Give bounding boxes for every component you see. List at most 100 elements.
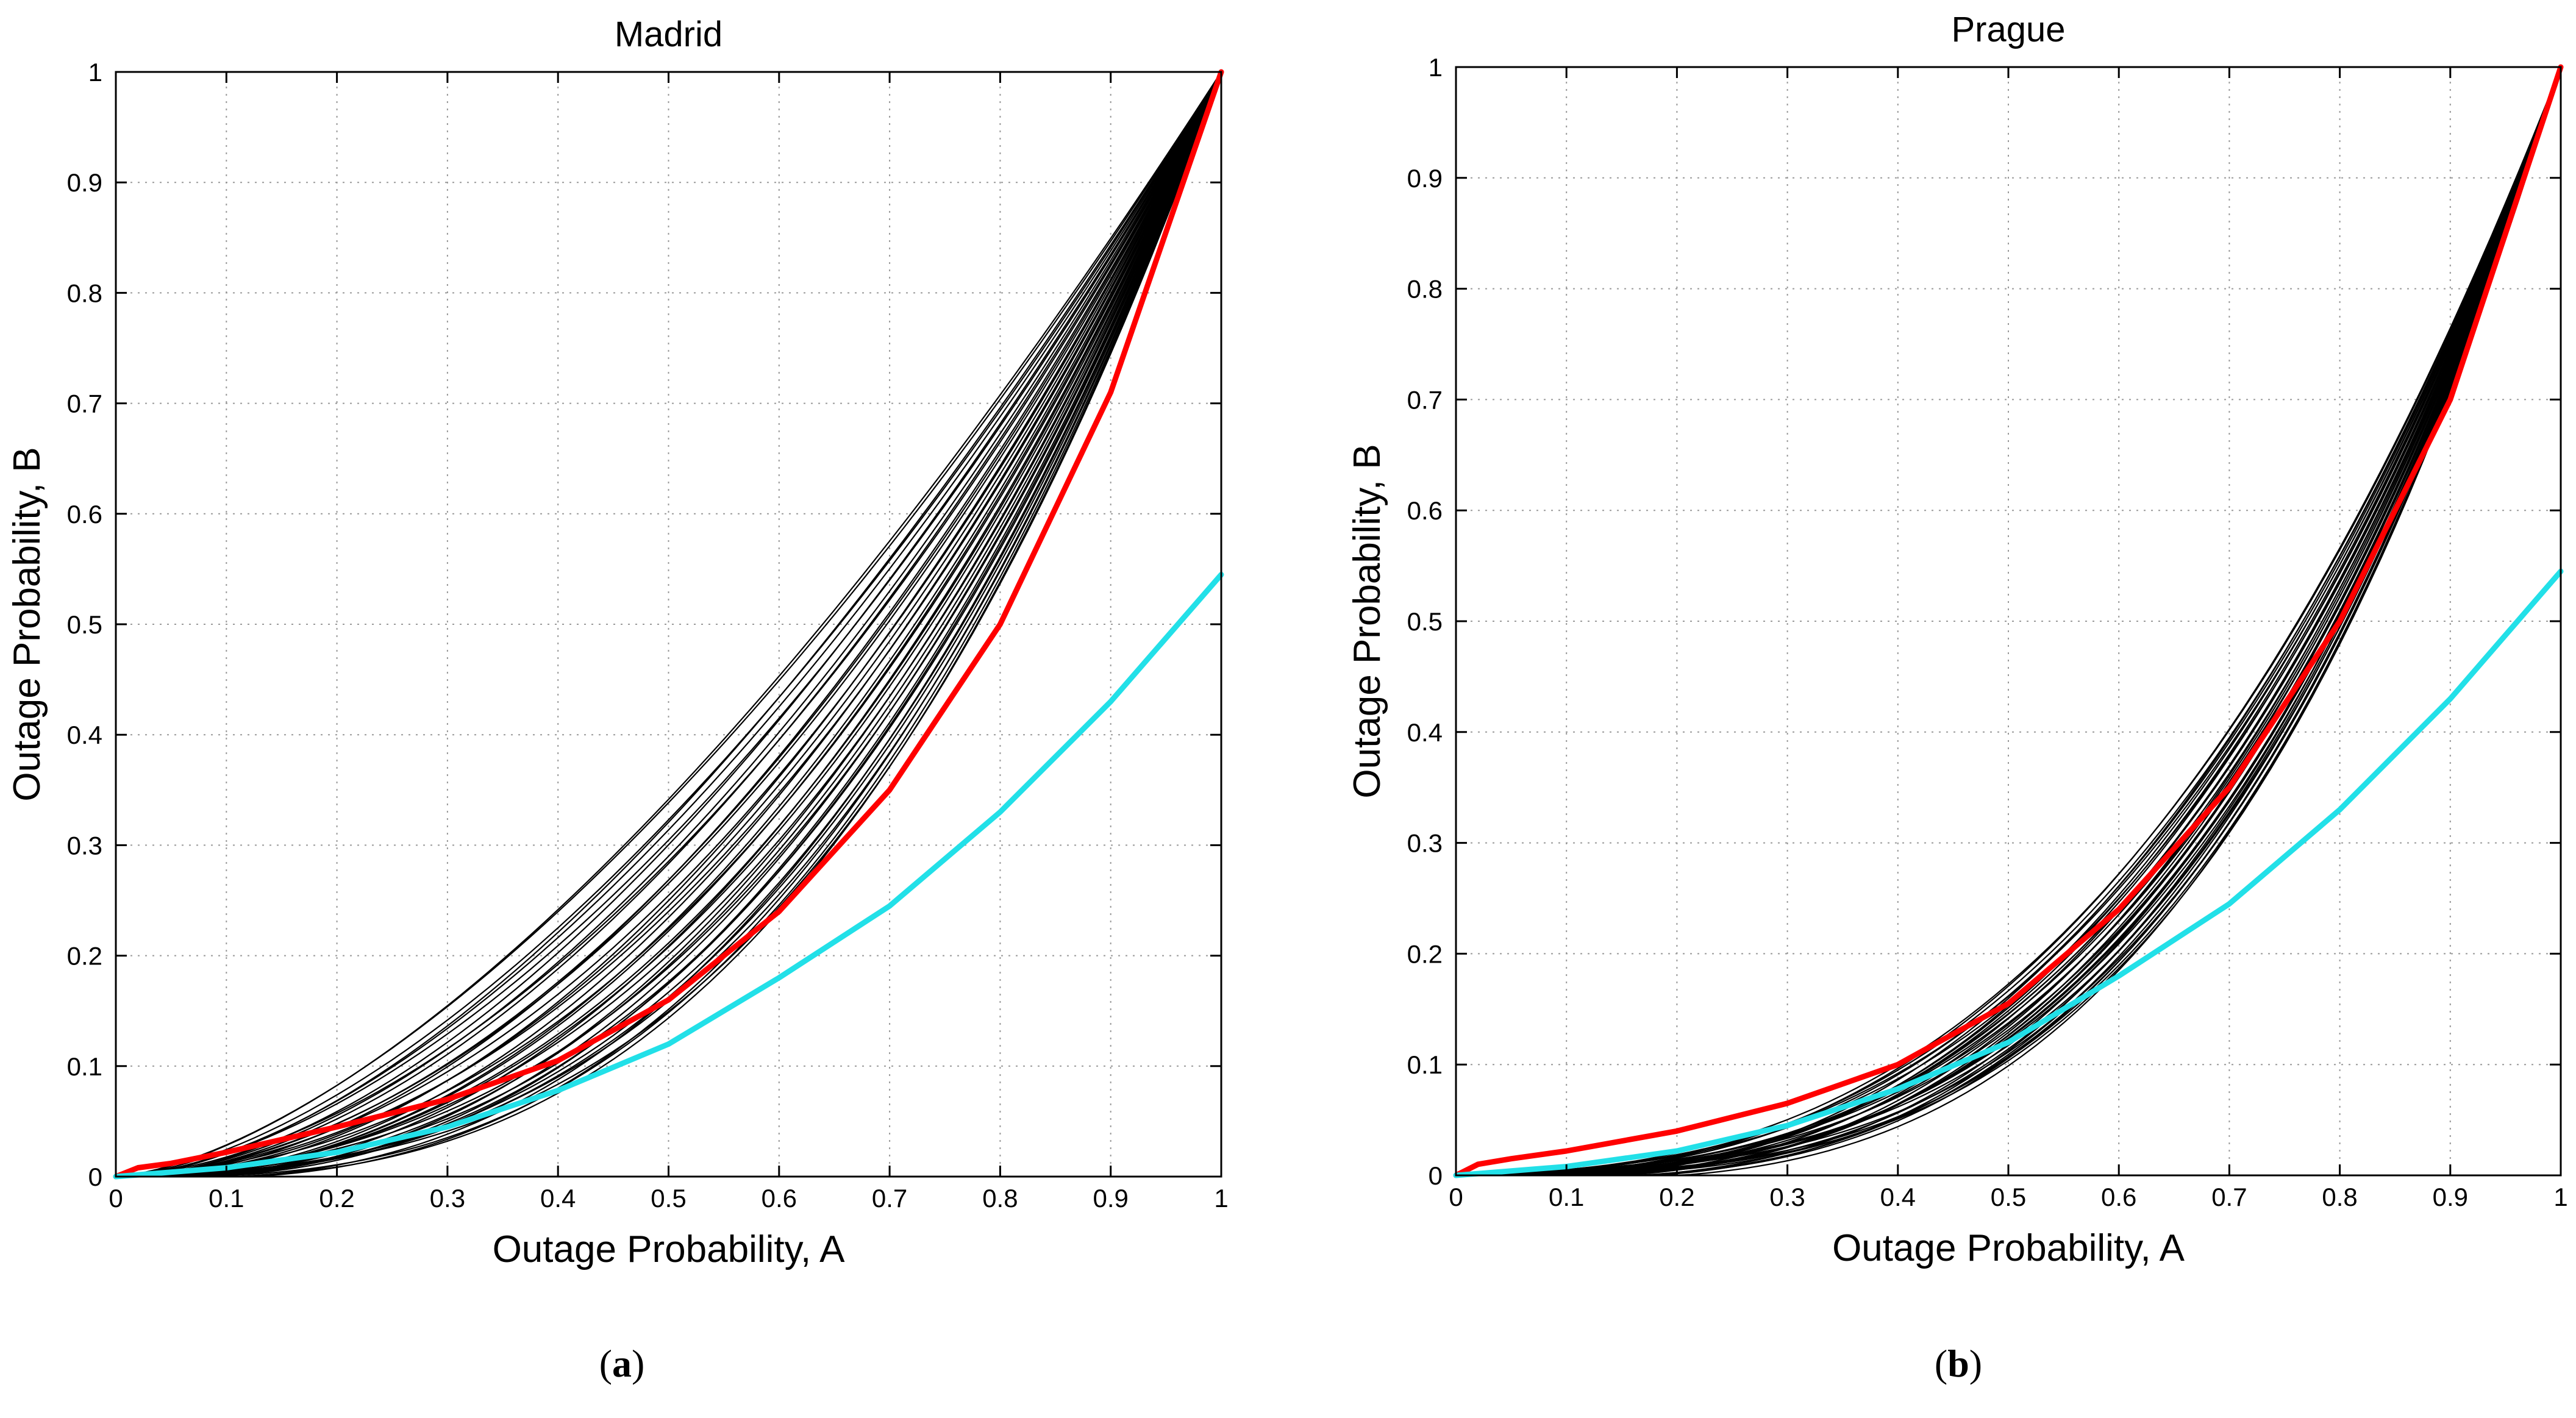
bundle-curve xyxy=(115,71,1222,1178)
cyan-curve xyxy=(113,572,1224,1180)
bundle-curve xyxy=(116,71,1222,1178)
bundle-curve xyxy=(1455,66,2562,1177)
bundle-curve xyxy=(115,71,1222,1178)
bundle-curve xyxy=(1455,66,2562,1177)
y-tick-label: 0.6 xyxy=(1407,496,1443,525)
bundle-curve xyxy=(116,71,1222,1178)
bundle-curve xyxy=(1455,66,2562,1177)
x-tick-label: 0.5 xyxy=(1991,1183,2026,1211)
bundle-curve xyxy=(115,71,1222,1178)
y-tick-label: 0.6 xyxy=(67,500,102,529)
x-tick-label: 1 xyxy=(2553,1183,2567,1211)
y-tick-label: 0.8 xyxy=(1407,275,1443,304)
y-tick-label: 0.1 xyxy=(1407,1050,1443,1079)
caption-a: (a) xyxy=(599,1342,645,1385)
x-tick-label: 0.1 xyxy=(1549,1183,1584,1211)
y-tick-label: 0.5 xyxy=(67,610,102,639)
bundle-curve xyxy=(115,71,1222,1178)
y-tick-label: 0.7 xyxy=(1407,385,1443,414)
bundle-curve xyxy=(1456,66,2562,1177)
y-tick-label: 0 xyxy=(1429,1161,1443,1190)
x-tick-label: 0.8 xyxy=(2322,1183,2357,1211)
y-tick-label: 0.9 xyxy=(67,168,102,197)
x-tick-label: 0.9 xyxy=(2433,1183,2468,1211)
bundle-curve xyxy=(116,71,1222,1178)
bundle-curve xyxy=(1456,66,2562,1177)
x-tick-label: 0.4 xyxy=(540,1184,576,1213)
bundle-curve xyxy=(1455,66,2562,1177)
y-tick-label: 0.2 xyxy=(1407,939,1443,968)
x-tick-label: 0.7 xyxy=(872,1184,907,1213)
bundle-curve xyxy=(1455,66,2562,1177)
chart-title: Prague xyxy=(1951,10,2065,49)
x-tick-label: 0.6 xyxy=(762,1184,797,1213)
bundle-curve xyxy=(1455,66,2562,1177)
x-tick-label: 0 xyxy=(1449,1183,1463,1211)
x-tick-label: 0.3 xyxy=(430,1184,465,1213)
y-tick-label: 0.8 xyxy=(67,279,102,307)
bundle-curve xyxy=(115,71,1222,1178)
bundle-curve xyxy=(1455,66,2562,1177)
y-tick-label: 0.5 xyxy=(1407,607,1443,636)
bundle-curve xyxy=(1456,66,2562,1177)
bundle-curve xyxy=(115,71,1222,1178)
x-tick-label: 0.3 xyxy=(1769,1183,1805,1211)
chart-title: Madrid xyxy=(615,15,722,54)
bundle-curve xyxy=(1456,66,2562,1177)
y-tick-label: 0.4 xyxy=(67,721,102,749)
bundle-curve xyxy=(115,71,1222,1178)
x-tick-label: 0 xyxy=(109,1184,123,1213)
bundle-curve xyxy=(1455,66,2562,1177)
bundle-curve xyxy=(1456,66,2562,1177)
x-axis-label: Outage Probability, A xyxy=(493,1228,846,1270)
bundle-curve xyxy=(1456,66,2562,1177)
x-tick-label: 0.9 xyxy=(1093,1184,1129,1213)
red-curve xyxy=(113,69,1224,1180)
cyan-curve xyxy=(1453,568,2564,1178)
bundle-curve xyxy=(1456,66,2562,1177)
y-tick-label: 0.9 xyxy=(1407,164,1443,193)
x-tick-label: 0.4 xyxy=(1880,1183,1916,1211)
x-tick-label: 0.6 xyxy=(2101,1183,2136,1211)
bundle-curve xyxy=(1455,66,2562,1177)
bundle-curve xyxy=(115,71,1222,1178)
bundle-curve xyxy=(1456,66,2562,1177)
bundle-curve xyxy=(115,71,1222,1178)
x-tick-label: 0.1 xyxy=(209,1184,244,1213)
bundle-curve xyxy=(1455,66,2562,1177)
bundle-curve xyxy=(1455,66,2562,1177)
bundle-curve xyxy=(115,71,1222,1178)
x-axis-label: Outage Probability, A xyxy=(1832,1227,2185,1269)
bundle-curve xyxy=(1456,66,2562,1177)
bundle-curve xyxy=(1455,66,2562,1177)
bundle-curve xyxy=(1456,66,2562,1177)
y-tick-label: 0.3 xyxy=(1407,829,1443,858)
bundle-curve xyxy=(116,71,1222,1178)
y-tick-label: 0.3 xyxy=(67,831,102,860)
bundle-curve xyxy=(1456,66,2562,1177)
bundle-curve xyxy=(1456,66,2562,1177)
bundle-curve xyxy=(1456,66,2562,1177)
bundle-curve xyxy=(116,71,1222,1178)
bundle-curve xyxy=(1456,66,2562,1177)
bundle-curve xyxy=(1455,66,2562,1177)
x-tick-label: 0.2 xyxy=(319,1184,354,1213)
red-curve xyxy=(1453,64,2564,1178)
bundle-curve xyxy=(115,71,1222,1178)
x-tick-label: 0.2 xyxy=(1659,1183,1694,1211)
bundle-curve xyxy=(1455,66,2562,1177)
y-tick-label: 1 xyxy=(88,58,102,87)
y-tick-label: 0.2 xyxy=(67,942,102,971)
y-tick-label: 0.4 xyxy=(1407,718,1443,747)
y-tick-label: 0.1 xyxy=(67,1052,102,1081)
bundle-curve xyxy=(1455,66,2562,1177)
bundle-curve xyxy=(116,71,1222,1178)
y-axis-label: Outage Probability, B xyxy=(1346,444,1388,798)
axes-box xyxy=(1455,66,2562,1177)
bundle-curve xyxy=(1456,66,2562,1177)
y-tick-label: 1 xyxy=(1429,53,1443,82)
bundle-curve xyxy=(1455,66,2562,1177)
panel-prague: 0 0.1 0.2 0.3 0.4 0.5 0.6 0.7 0.8 0.9 1 0 0.1 0.2 0.3 0… xyxy=(1346,10,2568,1269)
bundle-curve xyxy=(1456,66,2562,1177)
